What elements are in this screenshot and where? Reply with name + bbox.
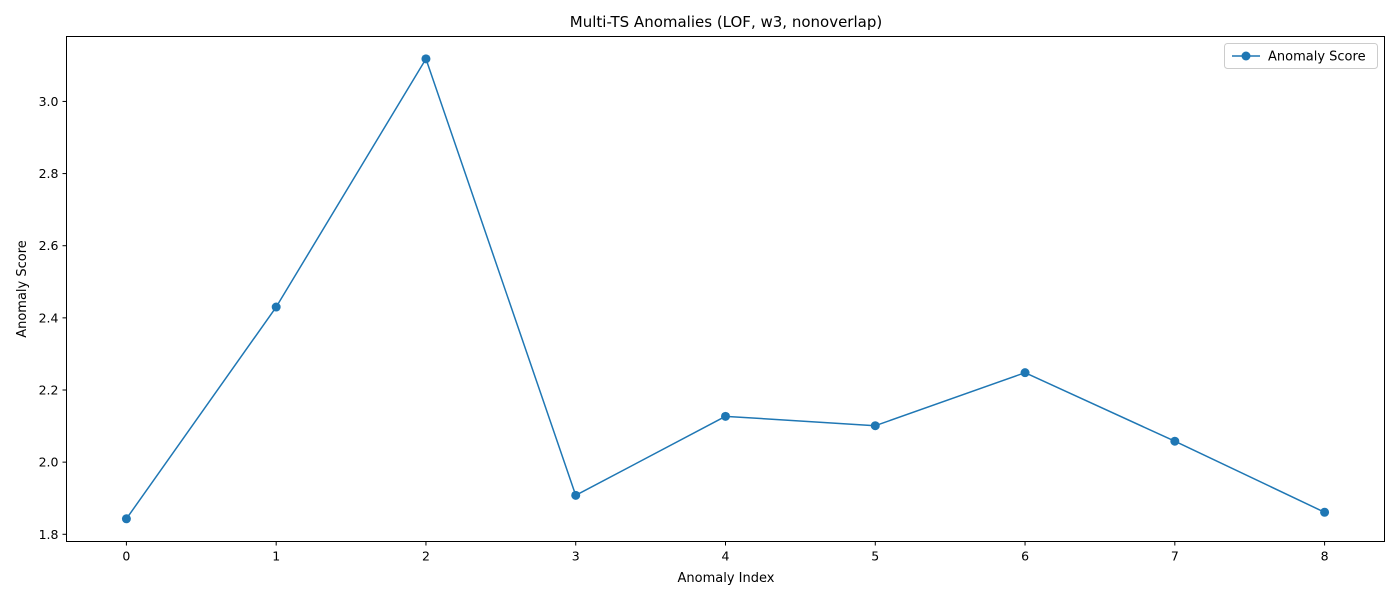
x-tick-label: 4 bbox=[722, 549, 730, 564]
plot-frame bbox=[66, 36, 1385, 542]
legend-marker-swatch bbox=[1241, 51, 1251, 61]
x-tick-label: 1 bbox=[272, 549, 280, 564]
y-tick-label: 3.0 bbox=[39, 94, 59, 109]
data-point bbox=[271, 302, 281, 312]
y-tick-label: 2.4 bbox=[39, 310, 59, 325]
x-tick-label: 2 bbox=[422, 549, 430, 564]
x-tick-label: 7 bbox=[1171, 549, 1179, 564]
legend-box bbox=[1224, 43, 1378, 69]
data-point bbox=[571, 490, 581, 500]
y-tick-label: 2.2 bbox=[39, 383, 59, 398]
series-layer bbox=[121, 54, 1330, 524]
data-point bbox=[1320, 507, 1330, 517]
data-point bbox=[870, 421, 880, 431]
x-tick-label: 5 bbox=[871, 549, 879, 564]
x-tick-label: 6 bbox=[1021, 549, 1029, 564]
data-point bbox=[1020, 368, 1030, 378]
data-point bbox=[421, 54, 431, 64]
ticks-layer: 0 1 2 3 4 5 6 7 8 1.8 2.0 2.2 2.4 2.6 2.8 3.0 bbox=[39, 94, 1329, 564]
y-tick-label: 2.6 bbox=[39, 238, 59, 253]
data-point bbox=[1170, 436, 1180, 446]
y-axis-label: Anomaly Score bbox=[15, 240, 30, 338]
legend-entry-label: Anomaly Score bbox=[1268, 50, 1366, 65]
chart-title: Multi-TS Anomalies (LOF, w3, nonoverlap) bbox=[570, 13, 882, 31]
y-tick-label: 1.8 bbox=[39, 527, 59, 542]
data-point bbox=[721, 411, 730, 421]
legend: Anomaly Score bbox=[1224, 43, 1378, 69]
x-tick-label: 8 bbox=[1321, 549, 1329, 564]
y-tick-label: 2.0 bbox=[39, 455, 59, 470]
data-point bbox=[121, 514, 131, 524]
x-tick-label: 0 bbox=[122, 549, 130, 564]
x-tick-label: 3 bbox=[572, 549, 580, 564]
y-tick-label: 2.8 bbox=[39, 166, 59, 181]
x-axis-label: Anomaly Index bbox=[678, 571, 775, 586]
